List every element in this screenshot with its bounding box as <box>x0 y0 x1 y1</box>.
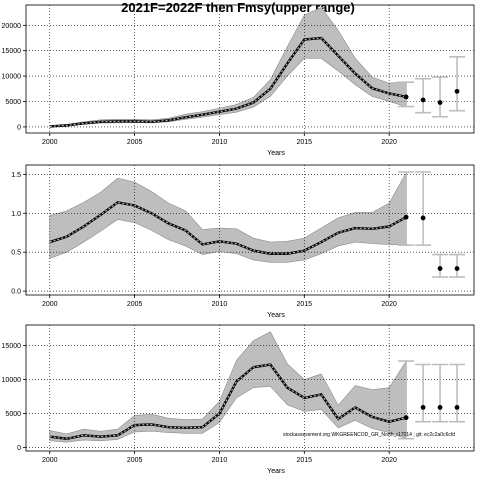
x-tick-label: 2010 <box>212 301 228 308</box>
forecast-point <box>454 88 460 94</box>
x-tick-label: 2000 <box>42 301 58 308</box>
x-tick-label: 2000 <box>42 139 58 146</box>
series-median-dash <box>49 363 407 440</box>
y-tick-label: 1.5 <box>11 172 21 179</box>
forecast-point <box>420 405 426 410</box>
x-tick-label: 2020 <box>381 301 397 308</box>
series-median-dash <box>49 201 407 255</box>
forecast-point <box>454 405 460 410</box>
panel-1: 2000 2005 2010 2015 2020 0 5000 10000 15000 20000… <box>2 4 475 157</box>
panel-frame <box>25 324 475 452</box>
panel-plot-area <box>26 165 474 295</box>
x-tick-label: 2015 <box>297 301 313 308</box>
x-tick-label: 2020 <box>381 457 397 464</box>
forecast-point <box>403 94 409 100</box>
x-tick-label: 2005 <box>127 457 143 464</box>
x-tick-label: 2015 <box>297 457 313 464</box>
panels: 2000 2005 2010 2015 202005000100001500020000… <box>2 4 475 475</box>
panel-plot-area <box>26 5 474 133</box>
panel-frame <box>25 4 475 134</box>
y-tick-label: 5000 <box>5 99 21 106</box>
forecast-point <box>403 214 409 220</box>
panel-frame <box>25 164 475 296</box>
panel-plot-area <box>26 325 474 451</box>
forecast-point <box>437 266 443 271</box>
x-tick-label: 2015 <box>297 139 313 146</box>
panel-2: 2000 2005 2010 2015 2020 0.0 0.5 1.0 1.5 Years <box>11 164 475 319</box>
x-tick-label: 2010 <box>212 139 228 146</box>
forecast-point <box>454 266 460 271</box>
y-tick-label: 5000 <box>5 411 21 418</box>
y-tick-label: 0 <box>17 124 21 131</box>
x-axis-label: Years <box>267 312 285 319</box>
series-median-dash <box>49 37 407 127</box>
y-tick-label: 1.0 <box>11 211 21 218</box>
x-tick-label: 2005 <box>127 139 143 146</box>
y-tick-label: 0 <box>17 445 21 452</box>
forecast-point <box>437 405 443 410</box>
figure-footnote: stockassessment.org WKGREENCOD_GR_North_… <box>283 432 455 438</box>
y-tick-label: 0.0 <box>11 289 21 296</box>
y-tick-label: 10000 <box>2 377 22 384</box>
x-axis-label: Years <box>267 468 285 475</box>
x-tick-label: 2000 <box>42 457 58 464</box>
panel-3: 2000 2005 2010 2015 2020 0 5000 10000 15000 Years <box>2 324 475 475</box>
y-tick-label: 0.5 <box>11 250 21 257</box>
x-tick-label: 2010 <box>212 457 228 464</box>
x-tick-label: 2020 <box>381 139 397 146</box>
y-tick-label: 20000 <box>2 23 22 30</box>
forecast-point <box>420 215 426 221</box>
forecast-point <box>403 415 409 421</box>
y-tick-label: 10000 <box>2 74 22 81</box>
y-tick-label: 15000 <box>2 48 22 55</box>
figure-title: 2021F=2022F then Fmsy(upper range) <box>121 0 355 15</box>
x-axis-label: Years <box>267 150 285 157</box>
forecast-point <box>437 100 443 105</box>
y-tick-label: 15000 <box>2 343 22 350</box>
forecast-point <box>420 97 426 103</box>
x-tick-label: 2005 <box>127 301 143 308</box>
